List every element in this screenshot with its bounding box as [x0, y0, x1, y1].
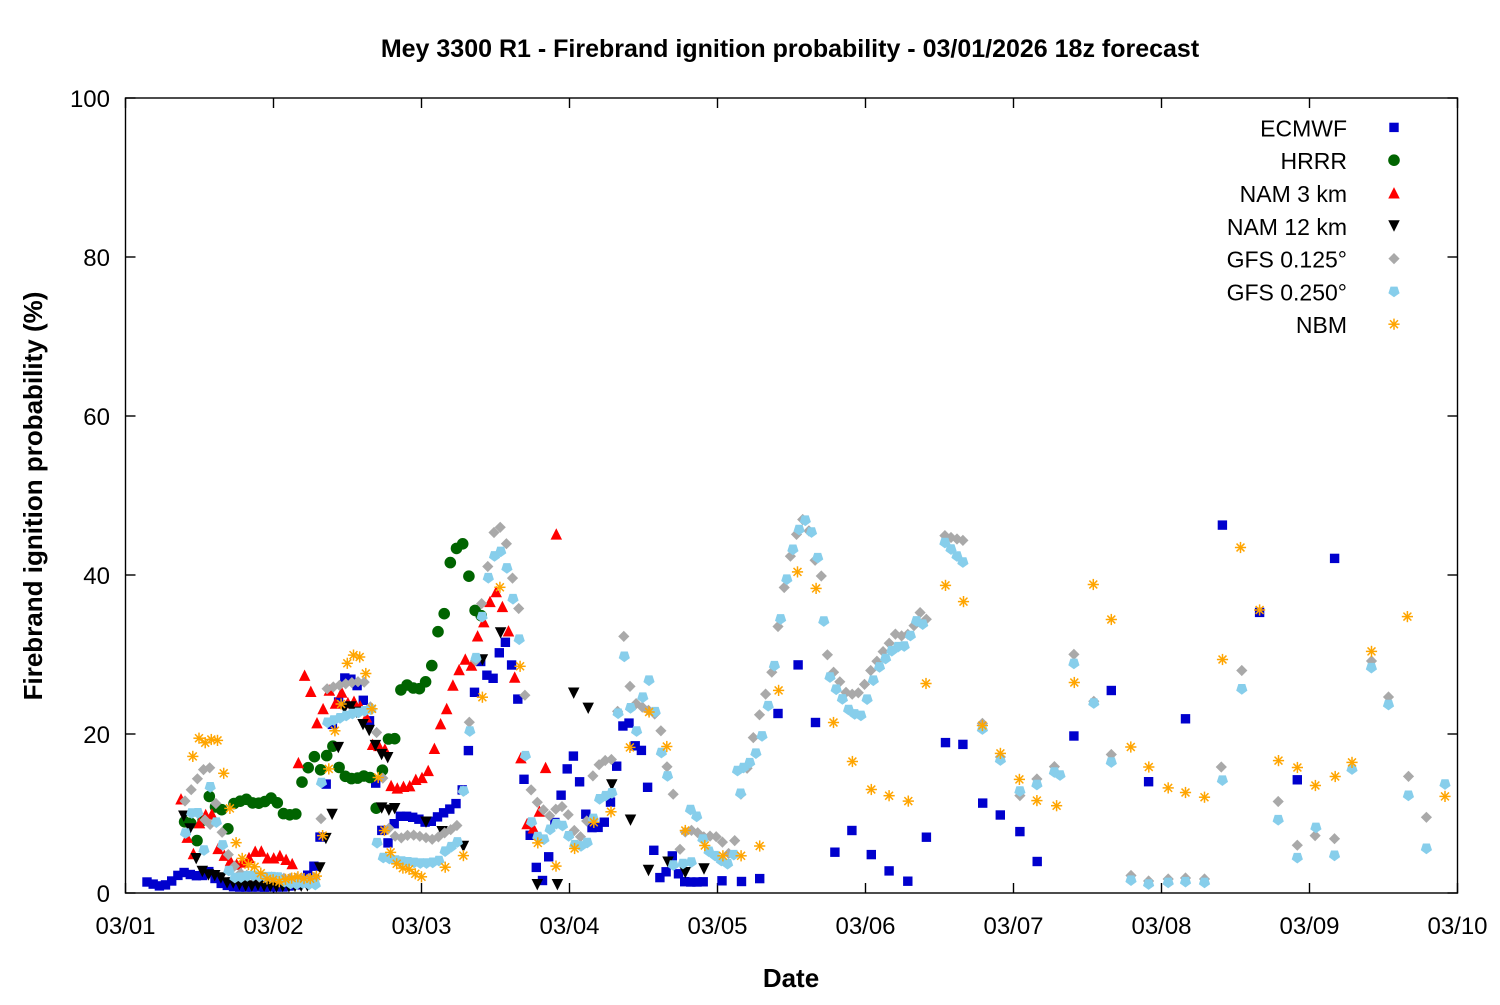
svg-text:NAM 12 km: NAM 12 km [1227, 214, 1347, 240]
svg-text:Date: Date [763, 963, 819, 993]
svg-text:03/07: 03/07 [983, 913, 1043, 940]
svg-text:NAM 3 km: NAM 3 km [1240, 181, 1347, 207]
svg-text:03/03: 03/03 [391, 913, 451, 940]
svg-text:40: 40 [83, 563, 110, 590]
svg-text:03/02: 03/02 [243, 913, 303, 940]
svg-text:Mey 3300 R1 - Firebrand igniti: Mey 3300 R1 - Firebrand ignition probabi… [381, 35, 1200, 63]
svg-text:GFS 0.250°: GFS 0.250° [1227, 279, 1347, 305]
svg-text:03/08: 03/08 [1131, 913, 1191, 940]
svg-text:Firebrand ignition probability: Firebrand ignition probability (%) [18, 292, 48, 701]
svg-text:ECMWF: ECMWF [1260, 115, 1347, 141]
svg-text:GFS 0.125°: GFS 0.125° [1227, 247, 1347, 273]
svg-text:100: 100 [70, 86, 110, 113]
svg-text:NBM: NBM [1296, 312, 1347, 338]
svg-text:0: 0 [97, 881, 110, 908]
svg-text:03/09: 03/09 [1279, 913, 1339, 940]
svg-text:20: 20 [83, 722, 110, 749]
svg-text:03/04: 03/04 [539, 913, 599, 940]
svg-text:03/06: 03/06 [835, 913, 895, 940]
svg-text:80: 80 [83, 245, 110, 272]
svg-text:03/01: 03/01 [95, 913, 155, 940]
svg-text:60: 60 [83, 404, 110, 431]
svg-text:03/05: 03/05 [687, 913, 747, 940]
svg-text:03/10: 03/10 [1427, 913, 1487, 940]
svg-text:HRRR: HRRR [1281, 148, 1347, 174]
